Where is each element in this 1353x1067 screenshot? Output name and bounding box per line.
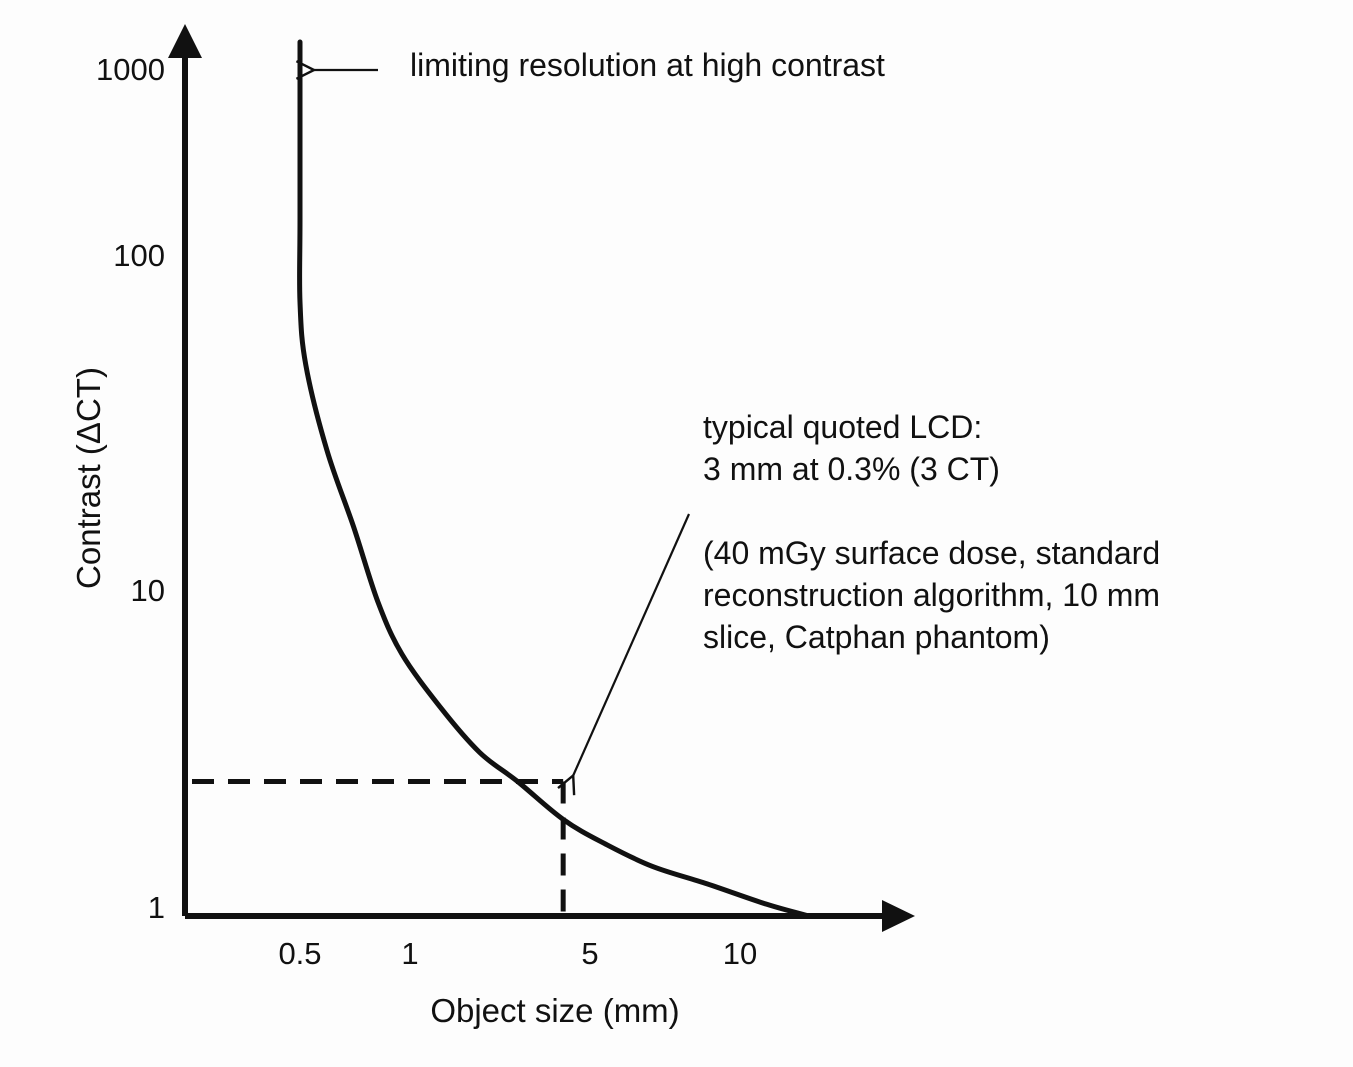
series-line bbox=[297, 39, 812, 919]
y-tick-label-10: 10 bbox=[131, 573, 165, 608]
y-tick-label-100: 100 bbox=[113, 238, 165, 273]
y-tick-label-1: 1 bbox=[148, 890, 165, 925]
x-tick-label-5: 5 bbox=[581, 936, 598, 971]
x-axis-title: Object size (mm) bbox=[430, 992, 679, 1029]
y-axis-arrowhead bbox=[168, 24, 202, 58]
limiting-resolution-label: limiting resolution at high contrast bbox=[410, 47, 885, 83]
x-tick-label-1: 1 bbox=[401, 936, 418, 971]
y-axis-title: Contrast (ΔCT) bbox=[70, 367, 107, 589]
x-axis-arrowhead bbox=[882, 900, 915, 932]
lcd-label-line-2: 3 mm at 0.3% (3 CT) bbox=[703, 451, 1000, 487]
x-tick-label-0.5: 0.5 bbox=[278, 936, 321, 971]
conditions-label-line-3: slice, Catphan phantom) bbox=[703, 619, 1050, 655]
conditions-label-line-1: (40 mGy surface dose, standard bbox=[703, 535, 1160, 571]
conditions-label-line-2: reconstruction algorithm, 10 mm bbox=[703, 577, 1160, 613]
x-tick-label-10: 10 bbox=[723, 936, 757, 971]
y-tick-label-1000: 1000 bbox=[96, 52, 165, 87]
lcd-annotation-arrow bbox=[573, 513, 691, 776]
lcd-label-line-1: typical quoted LCD: bbox=[703, 409, 982, 445]
